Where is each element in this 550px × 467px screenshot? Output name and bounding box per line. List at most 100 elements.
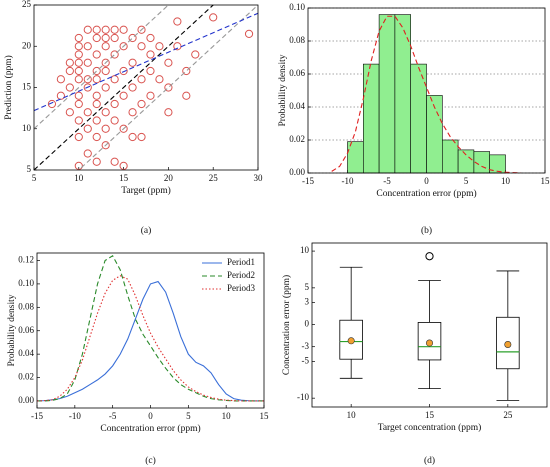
x-axis-label: Target (ppm)	[121, 185, 171, 196]
mean	[504, 340, 512, 348]
point	[92, 91, 101, 100]
y-tick-label: 0.02	[18, 372, 34, 382]
y-tick-label: 0.04	[18, 348, 34, 358]
plot-frame	[311, 242, 548, 408]
mean	[425, 339, 433, 347]
y-tick-label: 20	[22, 40, 32, 50]
x-tick-label: -15	[302, 176, 314, 186]
point	[119, 42, 128, 51]
point	[92, 25, 101, 34]
density-line	[37, 255, 264, 402]
point	[83, 124, 92, 133]
box	[417, 322, 442, 361]
point	[83, 149, 92, 158]
point	[56, 75, 65, 84]
caption: (b)	[421, 225, 432, 236]
bar	[378, 14, 396, 174]
point	[65, 58, 74, 67]
point	[101, 33, 110, 43]
x-tick-label: 15	[260, 411, 270, 421]
x-tick-label: 10	[74, 173, 84, 183]
bar	[410, 63, 427, 174]
bar	[347, 141, 364, 174]
point	[56, 91, 65, 100]
plot-frame	[36, 252, 265, 409]
x-tick-label: -5	[109, 411, 117, 421]
point	[146, 66, 155, 76]
density-line	[37, 275, 264, 402]
x-tick-label: 30	[254, 173, 264, 183]
mean	[347, 337, 355, 345]
x-tick-label: 10	[222, 411, 232, 421]
point	[119, 25, 128, 34]
point	[110, 33, 119, 43]
y-tick-label: 25	[22, 0, 32, 9]
point	[65, 83, 74, 92]
y-axis-label: Prediction (ppm)	[3, 55, 14, 120]
point	[65, 66, 74, 76]
point	[164, 83, 173, 92]
point	[74, 75, 83, 84]
panel: 0.00 0.02 0.04 0.06 0.08 0.10 -15 -10 -5 0 5 10 15 Co…	[278, 2, 550, 236]
point	[137, 99, 146, 109]
box	[339, 319, 363, 360]
point	[74, 66, 83, 76]
bar	[362, 63, 380, 174]
x-tick-label: -15	[31, 411, 43, 421]
y-tick-label: 10	[300, 245, 310, 255]
y-tick-label: 0.08	[18, 301, 34, 311]
y-tick-label: -10	[297, 392, 309, 402]
y-axis-label: Probability density	[278, 54, 288, 126]
point	[110, 25, 119, 34]
y-tick-label: 10	[22, 123, 32, 133]
x-tick-label: 0	[148, 411, 153, 421]
point	[128, 83, 137, 92]
point	[74, 116, 83, 125]
point	[74, 99, 83, 109]
y-tick-label: 0.06	[18, 325, 34, 335]
y-tick-label: 0.00	[18, 395, 34, 405]
y-tick-label: 0.06	[289, 68, 305, 78]
point	[83, 42, 92, 51]
reference-line	[77, 5, 258, 170]
point	[74, 91, 83, 100]
point	[146, 33, 155, 43]
panel: 5 10 15 20 25 5 10 15 20 25 30 Target (ppm) Predicti…	[3, 0, 263, 236]
point	[182, 66, 191, 76]
point	[83, 108, 92, 117]
point	[110, 157, 119, 166]
point	[128, 58, 137, 67]
x-tick-label: 10	[347, 410, 357, 420]
point	[47, 99, 57, 109]
panel: -10 -5 -3 0 3 5 10 10 15 25 Target concentration (…	[281, 242, 548, 466]
point	[164, 58, 173, 67]
point	[74, 50, 83, 59]
point	[182, 91, 191, 100]
point	[92, 50, 101, 59]
point	[155, 75, 164, 84]
y-tick-label: 0.10	[289, 2, 305, 12]
point	[92, 157, 101, 166]
point	[83, 25, 92, 34]
point	[101, 83, 110, 92]
x-tick-label: -10	[342, 176, 354, 186]
reference-line	[34, 12, 258, 112]
reference-line	[34, 5, 215, 170]
x-tick-label: 5	[32, 173, 37, 183]
x-axis-label: Target concentration (ppm)	[378, 422, 482, 433]
x-tick-label: 0	[424, 176, 429, 186]
y-tick-label: 0.02	[289, 134, 305, 144]
point	[191, 50, 200, 59]
bar	[394, 14, 411, 174]
x-tick-label: 25	[503, 410, 513, 420]
y-tick-label: 5	[27, 164, 32, 174]
x-tick-label: 5	[464, 176, 469, 186]
x-tick-label: 15	[119, 173, 129, 183]
point	[101, 25, 110, 34]
point	[92, 99, 101, 109]
y-axis-label: Probability density	[7, 294, 17, 366]
y-tick-label: 0.12	[18, 255, 34, 265]
box	[496, 316, 520, 370]
point	[101, 66, 110, 76]
